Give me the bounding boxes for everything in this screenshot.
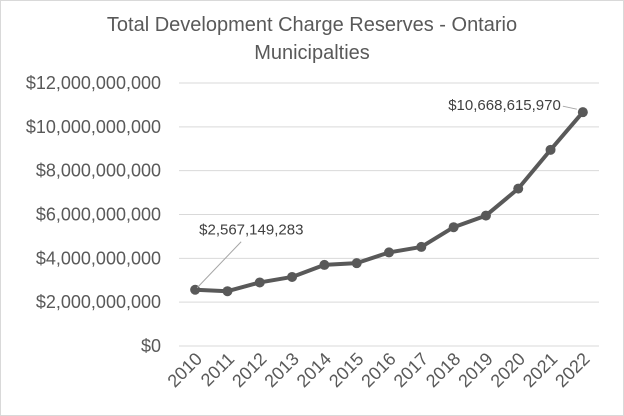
- x-tick-label: 2012: [228, 349, 270, 391]
- data-point: [513, 183, 524, 194]
- x-tick-label: 2015: [325, 349, 367, 391]
- data-point: [254, 277, 265, 288]
- series-line: [193, 110, 585, 294]
- chart-title-line-1: Total Development Charge Reserves - Onta…: [107, 14, 517, 36]
- data-point: [287, 271, 298, 282]
- gridlines: [179, 82, 599, 347]
- y-tick-label: $12,000,000,000: [26, 73, 161, 93]
- data-point: [480, 210, 491, 221]
- x-tick-label: 2011: [197, 349, 239, 391]
- annotation-leader-line: [562, 105, 577, 110]
- data-point: [222, 286, 233, 297]
- data-point: [416, 241, 427, 252]
- x-tick-label: 2014: [293, 349, 335, 391]
- y-tick-label: $10,000,000,000: [26, 117, 161, 137]
- y-tick-label: $0: [141, 336, 161, 356]
- series-layer: [190, 107, 588, 297]
- data-point: [545, 144, 556, 155]
- data-point: [577, 107, 588, 118]
- x-tick-label: 2022: [551, 349, 593, 391]
- x-tick-label: 2018: [422, 349, 464, 391]
- x-tick-label: 2021: [519, 349, 561, 391]
- y-axis-tick-labels: $0 $2,000,000,000 $4,000,000,000 $6,000,000…: [26, 73, 161, 356]
- y-tick-label: $2,000,000,000: [36, 292, 161, 312]
- x-tick-label: 2020: [487, 349, 529, 391]
- x-axis-tick-labels: 2010201120122013201420152016201720182019…: [164, 349, 594, 391]
- x-tick-label: 2017: [390, 349, 432, 391]
- y-tick-label: $8,000,000,000: [36, 161, 161, 181]
- x-tick-label: 2010: [164, 349, 206, 391]
- data-label-2022: $10,668,615,970: [448, 97, 561, 114]
- annotations: $2,567,149,283 $10,668,615,970: [196, 97, 577, 289]
- y-tick-label: $6,000,000,000: [36, 205, 161, 225]
- x-tick-label: 2013: [260, 349, 302, 391]
- data-point: [351, 258, 362, 269]
- y-tick-label: $4,000,000,000: [36, 248, 161, 268]
- annotation-leader-line: [196, 241, 242, 289]
- data-point: [448, 222, 459, 233]
- data-point: [319, 259, 330, 270]
- x-tick-label: 2016: [357, 349, 399, 391]
- data-label-2010: $2,567,149,283: [199, 222, 303, 239]
- data-point: [384, 247, 394, 258]
- x-tick-label: 2019: [454, 349, 496, 391]
- chart-title-line-2: Municipalties: [254, 42, 370, 64]
